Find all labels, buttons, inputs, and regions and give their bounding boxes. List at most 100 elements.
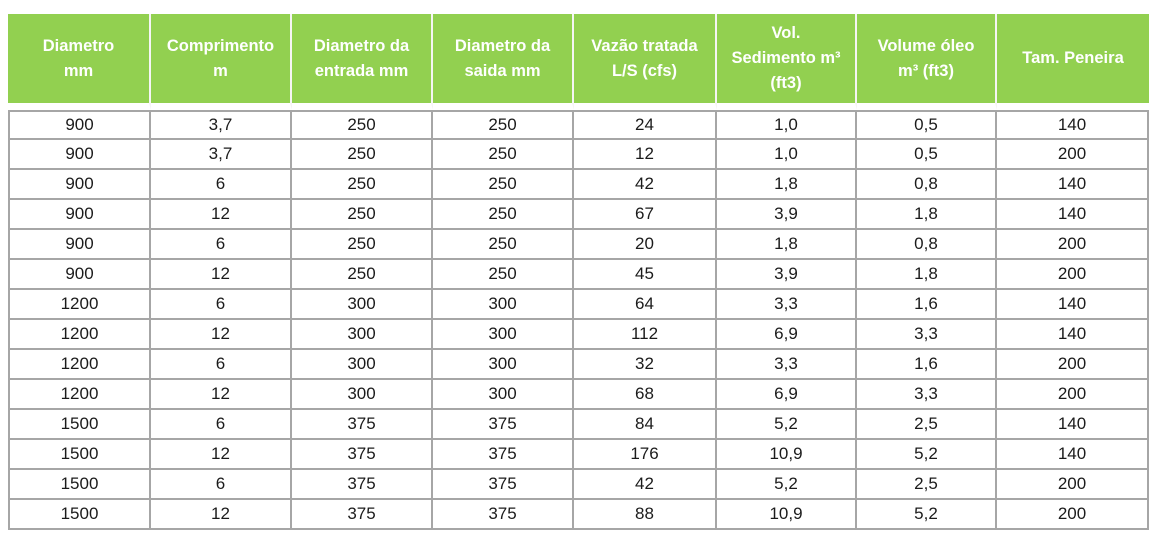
table-cell: 200 [997, 470, 1149, 500]
table-cell: 20 [574, 230, 717, 260]
table-row: 900 12 250 250 67 3,9 1,8 140 [8, 200, 1149, 230]
table-cell: 12 [151, 500, 292, 530]
table-cell: 1,0 [717, 110, 857, 140]
table-cell: 250 [433, 260, 574, 290]
table-cell: 900 [8, 230, 151, 260]
table-cell: 3,3 [717, 290, 857, 320]
table-cell: 250 [292, 260, 433, 290]
table-cell: 2,5 [857, 470, 997, 500]
table-cell: 42 [574, 170, 717, 200]
table-wrapper: Diametro mm Comprimento m Diametro da entr… [8, 14, 1149, 530]
table-cell: 3,9 [717, 200, 857, 230]
table-cell: 140 [997, 290, 1149, 320]
table-cell: 3,7 [151, 140, 292, 170]
table-cell: 200 [997, 230, 1149, 260]
column-header-vol-sedimento: Vol. Sedimento m³ (ft3) [717, 14, 857, 110]
table-cell: 84 [574, 410, 717, 440]
table-cell: 200 [997, 260, 1149, 290]
table-cell: 12 [151, 440, 292, 470]
table-cell: 140 [997, 410, 1149, 440]
table-cell: 200 [997, 500, 1149, 530]
table-cell: 1500 [8, 440, 151, 470]
table-row: 900 6 250 250 42 1,8 0,8 140 [8, 170, 1149, 200]
table-cell: 12 [151, 380, 292, 410]
table-cell: 6,9 [717, 380, 857, 410]
table-cell: 1200 [8, 380, 151, 410]
table-cell: 200 [997, 380, 1149, 410]
column-header-diametro-mm: Diametro mm [8, 14, 151, 110]
table-cell: 6 [151, 410, 292, 440]
table-cell: 200 [997, 140, 1149, 170]
table-cell: 3,7 [151, 110, 292, 140]
table-cell: 88 [574, 500, 717, 530]
table-row: 900 3,7 250 250 24 1,0 0,5 140 [8, 110, 1149, 140]
table-cell: 67 [574, 200, 717, 230]
table-cell: 0,8 [857, 230, 997, 260]
table-cell: 45 [574, 260, 717, 290]
column-header-vazao-tratada: Vazão tratada L/S (cfs) [574, 14, 717, 110]
table-cell: 140 [997, 320, 1149, 350]
table-cell: 2,5 [857, 410, 997, 440]
table-cell: 6 [151, 170, 292, 200]
table-cell: 12 [574, 140, 717, 170]
table-cell: 250 [433, 230, 574, 260]
table-body: 900 3,7 250 250 24 1,0 0,5 140 900 3,7 250 250 12 1,0… [8, 110, 1149, 530]
table-cell: 1,6 [857, 350, 997, 380]
table-cell: 5,2 [717, 410, 857, 440]
table-cell: 32 [574, 350, 717, 380]
table-cell: 6 [151, 350, 292, 380]
table-cell: 5,2 [717, 470, 857, 500]
table-cell: 140 [997, 440, 1149, 470]
table-cell: 900 [8, 260, 151, 290]
table-cell: 250 [292, 170, 433, 200]
table-cell: 6 [151, 470, 292, 500]
table-row: 900 12 250 250 45 3,9 1,8 200 [8, 260, 1149, 290]
table-cell: 10,9 [717, 440, 857, 470]
table-cell: 6 [151, 290, 292, 320]
table-cell: 140 [997, 110, 1149, 140]
table-cell: 0,8 [857, 170, 997, 200]
column-header-comprimento-m: Comprimento m [151, 14, 292, 110]
table-cell: 5,2 [857, 500, 997, 530]
column-header-volume-oleo: Volume óleo m³ (ft3) [857, 14, 997, 110]
table-cell: 1500 [8, 500, 151, 530]
table-cell: 24 [574, 110, 717, 140]
table-cell: 250 [292, 110, 433, 140]
table-cell: 250 [433, 170, 574, 200]
table-cell: 1500 [8, 470, 151, 500]
table-cell: 250 [433, 200, 574, 230]
column-header-tam-peneira: Tam. Peneira [997, 14, 1149, 110]
table-cell: 64 [574, 290, 717, 320]
table-cell: 42 [574, 470, 717, 500]
table-cell: 140 [997, 170, 1149, 200]
header-row: Diametro mm Comprimento m Diametro da entr… [8, 14, 1149, 110]
table-cell: 12 [151, 200, 292, 230]
table-cell: 375 [292, 470, 433, 500]
table-row: 900 6 250 250 20 1,8 0,8 200 [8, 230, 1149, 260]
table-cell: 10,9 [717, 500, 857, 530]
table-cell: 3,9 [717, 260, 857, 290]
table-cell: 250 [292, 140, 433, 170]
table-cell: 0,5 [857, 140, 997, 170]
table-cell: 6 [151, 230, 292, 260]
table-cell: 12 [151, 320, 292, 350]
table-cell: 6,9 [717, 320, 857, 350]
table-cell: 300 [292, 350, 433, 380]
table-cell: 12 [151, 260, 292, 290]
table-row: 1200 6 300 300 32 3,3 1,6 200 [8, 350, 1149, 380]
table-cell: 300 [292, 320, 433, 350]
table-cell: 140 [997, 200, 1149, 230]
table-cell: 250 [292, 200, 433, 230]
table-cell: 375 [433, 500, 574, 530]
table-cell: 3,3 [857, 320, 997, 350]
table-cell: 900 [8, 170, 151, 200]
column-header-diametro-saida: Diametro da saida mm [433, 14, 574, 110]
table-cell: 250 [433, 140, 574, 170]
table-cell: 0,5 [857, 110, 997, 140]
table-cell: 900 [8, 110, 151, 140]
table-row: 1500 12 375 375 88 10,9 5,2 200 [8, 500, 1149, 530]
table-cell: 250 [433, 110, 574, 140]
table-row: 1200 12 300 300 112 6,9 3,3 140 [8, 320, 1149, 350]
table-cell: 375 [292, 410, 433, 440]
